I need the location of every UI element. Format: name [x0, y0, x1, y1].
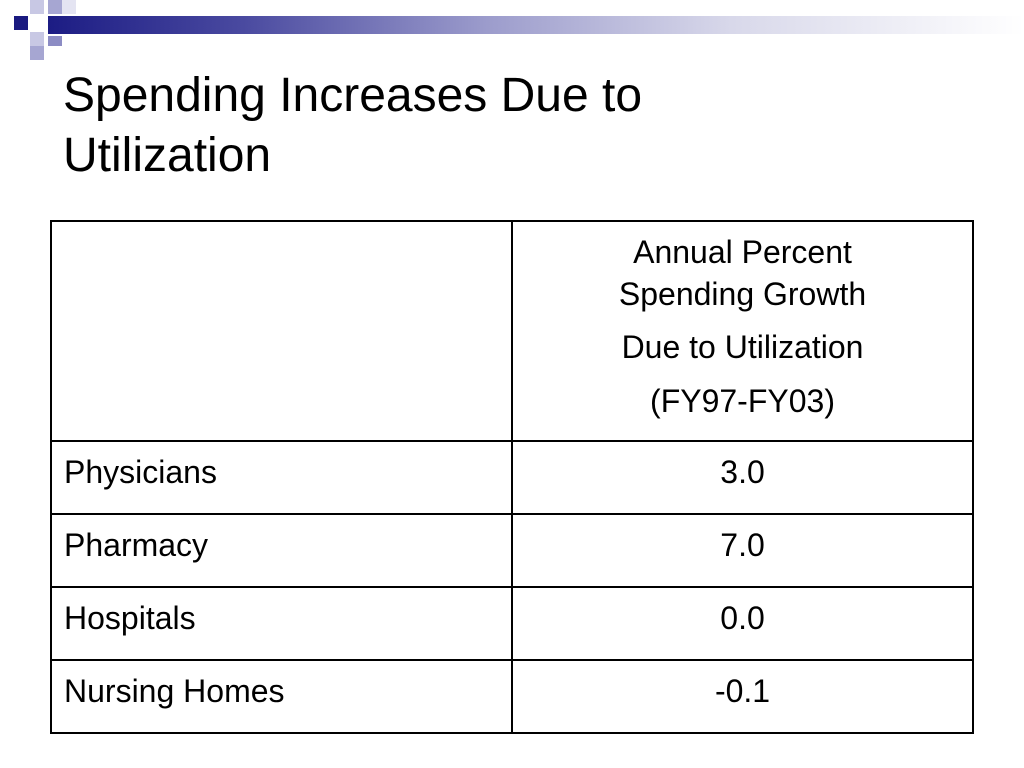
slide-title-line-1: Spending Increases Due to: [63, 69, 643, 122]
row-label: Physicians: [49, 440, 514, 515]
row-value: 3.0: [511, 440, 974, 515]
row-value: 7.0: [511, 513, 974, 588]
decorative-square: [14, 16, 28, 30]
row-value: -0.1: [511, 659, 974, 734]
slide-title-line-2: Utilization: [63, 129, 272, 182]
table-row: Nursing Homes -0.1: [49, 659, 974, 734]
table-row: Pharmacy 7.0: [49, 513, 974, 588]
table-corner-cell: [49, 220, 514, 442]
row-value: 0.0: [511, 586, 974, 661]
decorative-square: [30, 46, 44, 60]
header-gradient-bar: [48, 16, 1024, 34]
column-header-line-2: Spending Growth: [618, 275, 867, 312]
utilization-table: Annual Percent Spending Growth Due to Ut…: [49, 220, 974, 734]
row-label: Pharmacy: [49, 513, 514, 588]
column-header-line-1: Annual Percent: [633, 234, 852, 270]
decorative-square: [48, 36, 62, 46]
table-column-header: Annual Percent Spending Growth Due to Ut…: [511, 220, 974, 442]
row-label: Hospitals: [49, 586, 514, 661]
decorative-square: [30, 32, 44, 46]
row-label: Nursing Homes: [49, 659, 514, 734]
column-header-line-4: (FY97-FY03): [650, 382, 835, 419]
decorative-square: [30, 0, 44, 14]
table-header-row: Annual Percent Spending Growth Due to Ut…: [49, 220, 974, 442]
decorative-square: [48, 0, 62, 14]
column-header-line-3: Due to Utilization: [621, 329, 864, 366]
slide-title: Spending Increases Due to Utilization: [63, 66, 963, 186]
decorative-square: [62, 0, 76, 14]
table-row: Physicians 3.0: [49, 440, 974, 515]
table-row: Hospitals 0.0: [49, 586, 974, 661]
